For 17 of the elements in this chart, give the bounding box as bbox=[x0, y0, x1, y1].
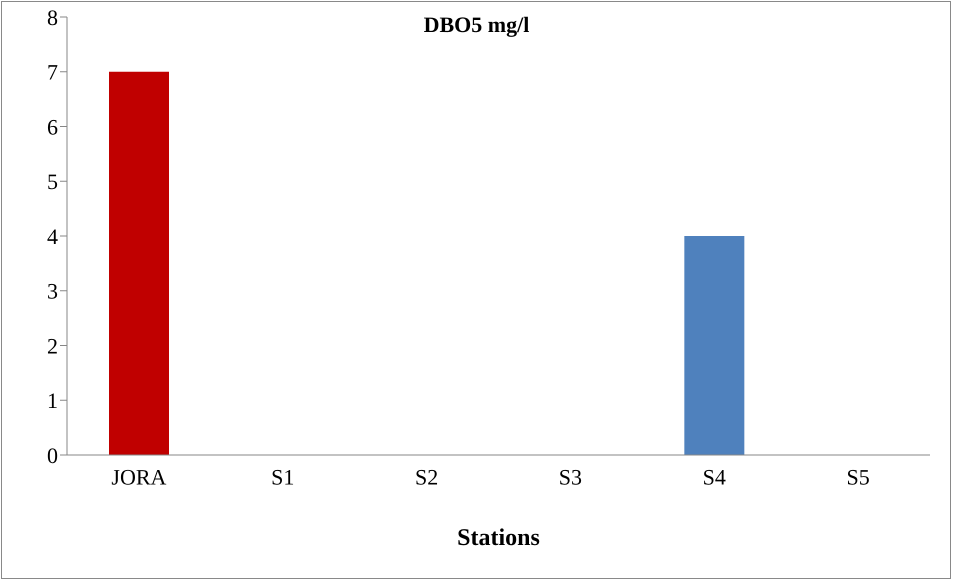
chart-title: DBO5 mg/l bbox=[424, 12, 530, 37]
x-axis-title: Stations bbox=[456, 525, 541, 552]
y-tick-label: 0 bbox=[47, 442, 58, 468]
y-tick-label: 6 bbox=[47, 114, 58, 140]
x-tick-label: S5 bbox=[846, 464, 870, 490]
y-tick-label: 7 bbox=[47, 60, 58, 85]
x-tick-label: S2 bbox=[414, 464, 438, 490]
y-tick-label: 3 bbox=[47, 278, 58, 304]
x-tick-label: S1 bbox=[271, 464, 294, 490]
y-tick-label: 1 bbox=[47, 388, 58, 414]
x-tick-label: S4 bbox=[702, 464, 726, 490]
x-tick-label: S3 bbox=[558, 464, 582, 490]
y-tick-label: 2 bbox=[47, 333, 58, 358]
y-tick-label: 5 bbox=[47, 169, 58, 194]
y-tick-label: 4 bbox=[47, 224, 58, 249]
x-tick-label: JORA bbox=[111, 464, 167, 490]
y-tick-label: 8 bbox=[47, 4, 58, 30]
